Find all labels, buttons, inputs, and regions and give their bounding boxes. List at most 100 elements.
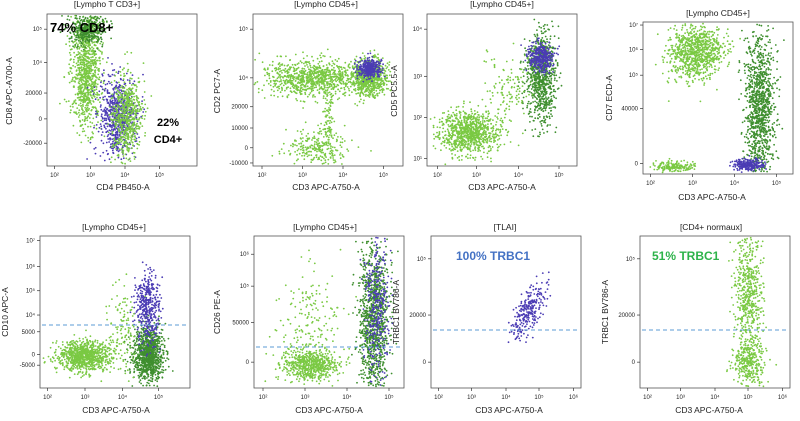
y-axis-label: CD26 PE-A [212, 290, 222, 334]
population-1 [42, 329, 135, 383]
x-tick-label: 10² [50, 173, 59, 179]
x-tick-label: 10³ [688, 181, 697, 187]
x-tick-label: 10⁴ [710, 394, 720, 401]
x-axis-label: CD3 APC-A750-A [475, 405, 543, 415]
scatter-points [264, 236, 399, 388]
panel-8: 10² 10³ 10⁴ 10⁵ 10⁶ 0 20000 10⁵ [CD4+ normaux] CD… [600, 222, 791, 415]
x-tick-label: 10⁴ [514, 172, 524, 179]
y-tick-label: 0 [245, 146, 249, 152]
x-tick-label: 10³ [472, 173, 481, 179]
y-tick-label: 10⁵ [239, 26, 249, 33]
x-tick-label: 10⁵ [534, 394, 544, 401]
y-tick-label: 0 [32, 353, 36, 359]
x-tick-label: 10⁵ [554, 172, 564, 179]
population-4 [105, 273, 147, 382]
x-tick-label: 10⁵ [154, 394, 164, 401]
y-tick-label: 0 [423, 360, 427, 366]
y-tick-label: 20000 [409, 313, 426, 319]
population-2 [52, 14, 114, 53]
x-axis-label: CD3 APC-A750-A [468, 182, 536, 192]
population-3 [729, 155, 767, 174]
population-3 [129, 261, 164, 357]
panel-title: [Lympho CD45+] [294, 0, 358, 9]
y-tick-label: 20000 [231, 105, 248, 111]
y-axis-label: TRBC1 BV786-A [391, 280, 401, 345]
annotation-label: 74% CD8+ [50, 20, 114, 35]
y-axis-label: CD2 PC7-A [212, 68, 222, 113]
x-axis-label: CD3 APC-A750-A [295, 405, 363, 415]
panel-1: 10² 10³ 10⁴ 10⁵ -20000 0 20000 10⁴ 10⁵ [Lympho T … [4, 0, 198, 192]
x-tick-label: 10⁴ [118, 394, 128, 401]
plot-frame [426, 13, 578, 167]
x-axis-label: CD3 APC-A750-A [82, 405, 150, 415]
y-tick-label: 10⁵ [240, 283, 250, 290]
y-tick-label: 10⁴ [239, 75, 249, 82]
population-2 [517, 18, 563, 138]
y-tick-label: 0 [39, 117, 43, 123]
x-tick-label: 10³ [676, 395, 685, 401]
panel-7: 10² 10³ 10⁴ 10⁵ 10⁶ 0 20000 10⁵ [TLAI] CD3 APC-A7… [391, 222, 582, 415]
x-tick-label: 10⁴ [120, 172, 130, 179]
population-3 [520, 37, 561, 76]
plot-frame [46, 13, 198, 167]
y-tick-label: -5000 [20, 363, 36, 369]
y-tick-label: 10000 [231, 126, 248, 132]
population-1 [253, 48, 391, 109]
y-tick-label: 20000 [25, 91, 42, 97]
x-tick-label: 10⁴ [338, 172, 348, 179]
plot-frame [253, 235, 405, 389]
scatter-points [253, 48, 393, 165]
population-2 [268, 248, 357, 384]
panel-title: [Lympho CD45+] [470, 0, 534, 9]
population-2 [123, 313, 174, 388]
plot-frame [39, 235, 191, 389]
population-1 [429, 100, 524, 166]
x-tick-label: 10⁴ [501, 394, 511, 401]
y-tick-label: 0 [635, 161, 639, 167]
panel-title: [CD4+ normaux] [680, 222, 742, 232]
population-1 [728, 236, 767, 375]
x-tick-label: 10² [433, 173, 442, 179]
y-tick-label: 10⁴ [33, 60, 43, 67]
y-tick-label: 0 [632, 360, 636, 366]
y-tick-label: 40000 [621, 107, 638, 113]
y-axis-label: CD5 PC5.5-A [389, 65, 399, 117]
panel-title: [Lympho CD45+] [686, 8, 750, 18]
annotation-label: 100% TRBC1 [456, 249, 530, 263]
x-tick-label: 10² [646, 181, 655, 187]
scatter-points [649, 22, 785, 174]
x-tick-label: 10³ [81, 395, 90, 401]
x-tick-label: 10⁵ [384, 394, 394, 401]
y-tick-label: 10⁶ [629, 46, 639, 53]
population-2 [737, 23, 785, 173]
population-4 [649, 157, 697, 174]
x-axis-label: CD4 PB450-A [96, 182, 150, 192]
panel-4: 10² 10³ 10⁴ 10⁵ 0 40000 10⁵ 10⁶ 10⁷ [Lympho CD45+… [604, 8, 794, 202]
x-tick-label: 10⁵ [379, 172, 389, 179]
scatter-points [42, 261, 174, 388]
panel-3: 10² 10³ 10⁴ 10⁵ 10¹ 10² 10³ 10⁴ [Lympho CD45+] CD… [389, 0, 578, 192]
x-tick-label: 10⁵ [772, 180, 782, 187]
panel-title: [TLAI] [494, 222, 517, 232]
population-4 [462, 42, 549, 130]
plot-frame [642, 21, 794, 175]
x-tick-label: 10⁶ [569, 394, 579, 401]
x-tick-label: 10³ [298, 173, 307, 179]
y-tick-label: 10⁵ [626, 256, 636, 263]
population-3 [352, 52, 386, 83]
y-tick-label: 10⁵ [26, 288, 36, 295]
population-4 [103, 51, 153, 165]
x-tick-label: 10⁶ [778, 394, 788, 401]
x-tick-label: 10² [434, 395, 443, 401]
x-axis-label: CD3 APC-A750-A [675, 405, 743, 415]
annotation-label: CD4+ [154, 134, 182, 146]
panel-6: 10² 10³ 10⁴ 10⁵ 0 50000 10⁵ 10⁶ [Lympho CD45+] CD… [212, 222, 405, 415]
x-tick-label: 10² [643, 395, 652, 401]
y-tick-label: 5000 [22, 330, 36, 336]
x-axis-label: CD3 APC-A750-A [678, 192, 746, 202]
y-tick-label: 10⁶ [26, 263, 36, 270]
y-tick-label: 20000 [618, 313, 635, 319]
population-4 [359, 236, 394, 386]
x-tick-label: 10⁴ [730, 180, 740, 187]
